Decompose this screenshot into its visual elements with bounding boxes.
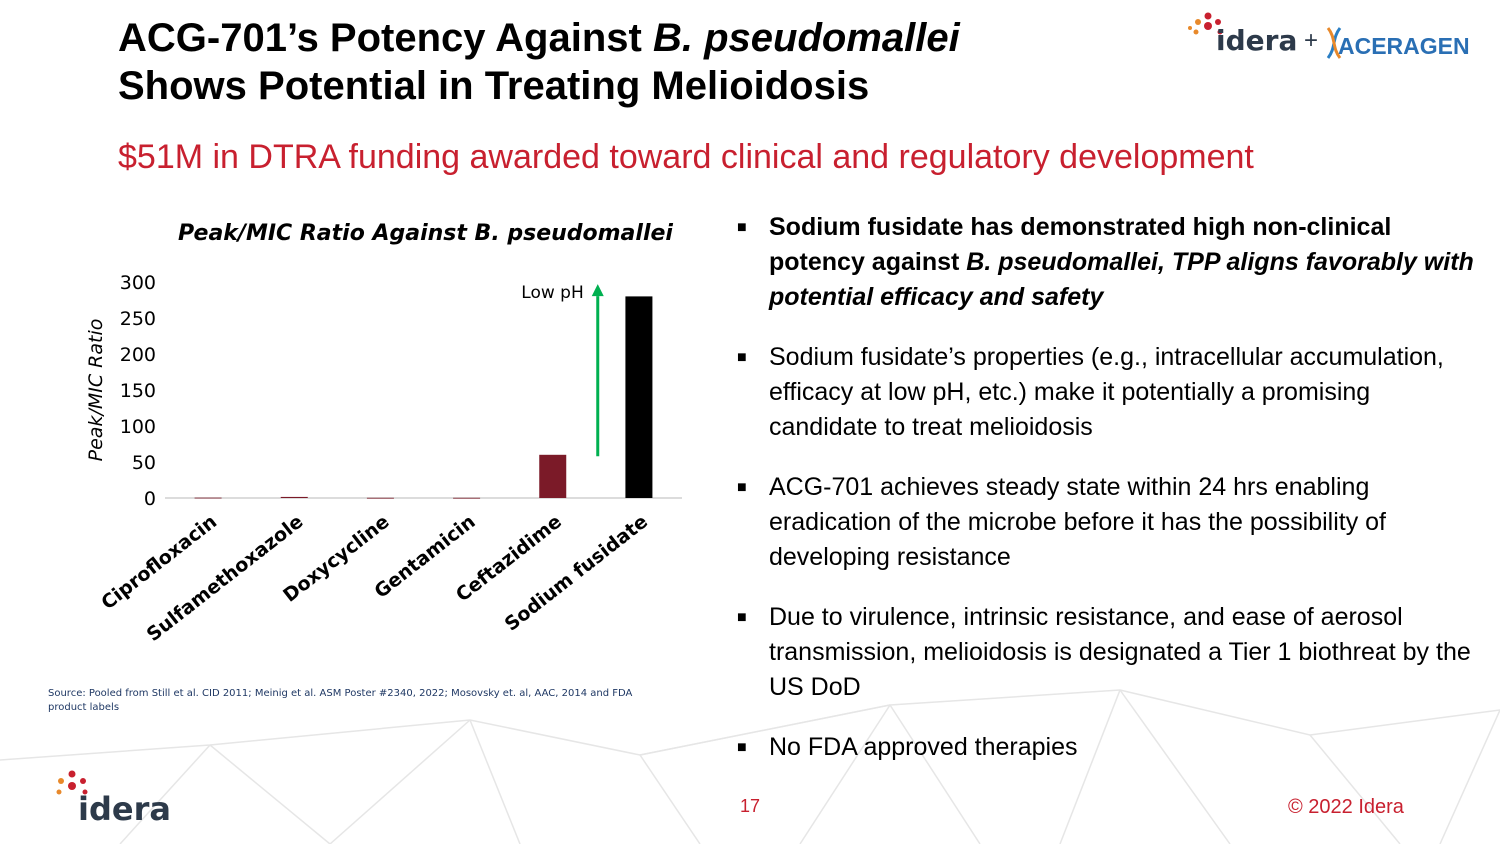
chart-title: Peak/MIC Ratio Against B. pseudomallei [178, 221, 673, 246]
bullet-item: ■ No FDA approved therapies [734, 730, 1484, 765]
bullet-item: ■ Due to virulence, intrinsic resistance… [734, 600, 1484, 705]
bar [539, 454, 567, 498]
bar [280, 496, 308, 498]
logo-plus: + [1304, 27, 1318, 54]
idera-mark-icon [56, 770, 88, 795]
bar [194, 497, 222, 499]
y-tick-label: 50 [132, 452, 156, 474]
bullet-2-text: Sodium fusidate’s properties (e.g., intr… [769, 343, 1444, 441]
copyright: © 2022 Idera [1288, 796, 1404, 818]
annotation-label: Low pH [521, 283, 583, 303]
subtitle: $51M in DTRA funding awarded toward clin… [118, 138, 1254, 176]
bullet-marker: ■ [737, 219, 747, 236]
bullet-marker: ■ [737, 479, 747, 496]
aceragen-wordmark: ACERAGEN [1338, 33, 1470, 59]
idera-footer-logo: idera [56, 770, 171, 828]
y-tick-label: 300 [120, 272, 156, 294]
y-tick-label: 250 [120, 308, 156, 330]
bullet-item: ■ Sodium fusidate’s properties (e.g., in… [734, 340, 1484, 445]
bullet-3-text: ACG-701 achieves steady state within 24 … [769, 473, 1387, 571]
idera-wordmark: idera [78, 790, 171, 828]
bullet-4-text: Due to virulence, intrinsic resistance, … [769, 603, 1471, 701]
bullet-item: ■ ACG-701 achieves steady state within 2… [734, 470, 1484, 575]
page-title: ACG-701’s Potency Against B. pseudomalle… [118, 14, 960, 110]
y-axis-label: Peak/MIC Ratio [85, 319, 107, 462]
y-tick-label: 0 [144, 488, 156, 510]
idera-wordmark: idera [1216, 24, 1297, 57]
bar [453, 497, 481, 499]
bullet-marker: ■ [737, 739, 747, 756]
title-line2: Shows Potential in Treating Melioidosis [118, 64, 870, 108]
bar [625, 296, 653, 498]
bullet-list: ■ Sodium fusidate has demonstrated high … [734, 210, 1484, 790]
bullet-1-text: Sodium fusidate has demonstrated high no… [769, 213, 1392, 276]
x-tick-label: Sodium fusidate [501, 511, 652, 636]
y-tick-label: 150 [120, 380, 156, 402]
idera-aceragen-logo: idera + ACERAGEN [1188, 12, 1470, 59]
y-tick-label: 100 [120, 416, 156, 438]
title-line1-prefix: ACG-701’s Potency Against [118, 16, 653, 60]
bar [366, 497, 394, 499]
arrow-head-icon [591, 284, 604, 297]
bullet-5-text: No FDA approved therapies [769, 733, 1078, 761]
title-line1-italic: B. pseudomallei [652, 16, 960, 60]
idera-mark-icon [1188, 12, 1223, 35]
x-tick-label: Sulfamethoxazole [143, 511, 308, 646]
bullet-marker: ■ [737, 609, 747, 626]
bullet-1-italic: B. pseudomallei, TPP aligns favorably wi… [769, 248, 1474, 311]
bullet-item: ■ Sodium fusidate has demonstrated high … [734, 210, 1484, 315]
peak-mic-bar-chart: Peak/MIC Ratio050100150200250300Ciproflo… [85, 272, 682, 646]
bullet-marker: ■ [737, 349, 747, 366]
dna-helix-icon [1326, 27, 1342, 59]
page-number: 17 [740, 796, 761, 816]
y-tick-label: 200 [120, 344, 156, 366]
source-citation: Source: Pooled from Still et al. CID 201… [48, 688, 633, 713]
